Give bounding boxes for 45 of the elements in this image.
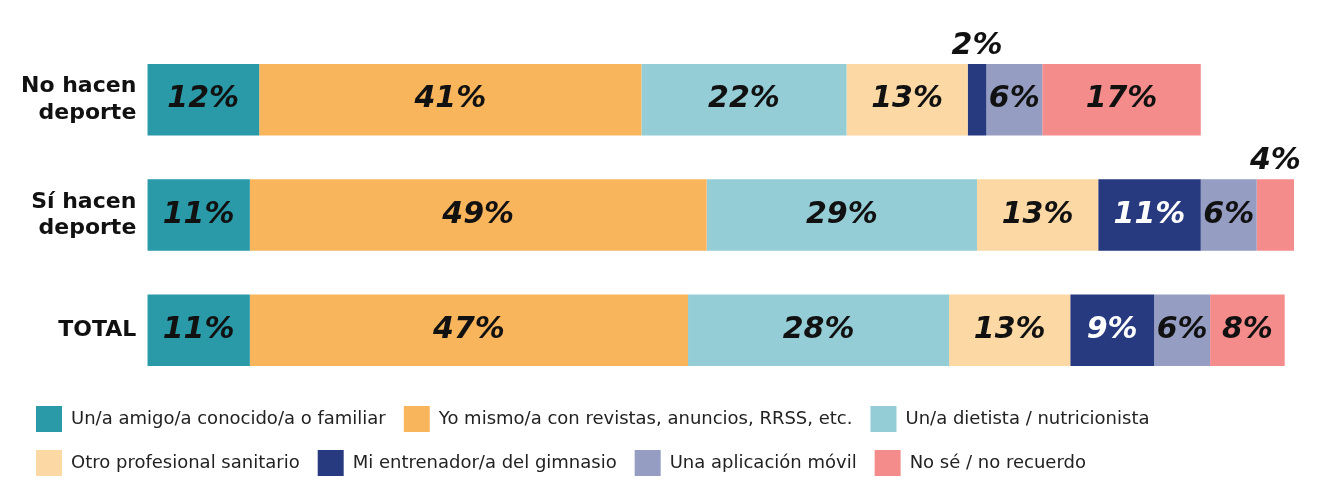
data-label: 13% bbox=[871, 79, 944, 115]
legend-label: No sé / no recuerdo bbox=[909, 450, 1086, 472]
data-label: 41% bbox=[413, 79, 487, 115]
data-label: 6% bbox=[1156, 310, 1208, 346]
data-label: 49% bbox=[441, 194, 515, 230]
bar bbox=[259, 63, 642, 136]
data-label: 17% bbox=[1085, 79, 1158, 115]
bar bbox=[706, 179, 978, 251]
bar bbox=[846, 63, 968, 136]
bar bbox=[967, 63, 987, 136]
y-tick-label: No hacen deporte bbox=[20, 72, 137, 124]
data-label: 4% bbox=[1248, 141, 1301, 177]
data-label: 6% bbox=[988, 79, 1040, 115]
legend-label: Un/a dietista / nutricionista bbox=[905, 406, 1150, 428]
legend-label: Mi entrenador/a del gimnasio bbox=[352, 450, 617, 472]
bar bbox=[1256, 179, 1294, 251]
bar bbox=[641, 63, 847, 136]
bar bbox=[249, 179, 707, 251]
data-label: 28% bbox=[782, 310, 855, 346]
data-label: 2% bbox=[951, 25, 1003, 61]
data-label: 11% bbox=[162, 194, 235, 230]
data-label: 13% bbox=[1001, 194, 1074, 230]
data-label: 22% bbox=[708, 79, 780, 115]
bar bbox=[977, 179, 1099, 251]
data-label: 9% bbox=[1086, 310, 1138, 346]
data-label: 47% bbox=[432, 310, 505, 346]
data-label: 13% bbox=[973, 310, 1046, 346]
data-label: 12% bbox=[167, 79, 240, 115]
data-label: 29% bbox=[805, 194, 878, 230]
bar bbox=[688, 294, 950, 367]
bar bbox=[1042, 63, 1201, 136]
bar bbox=[949, 294, 1071, 367]
bar bbox=[147, 179, 250, 251]
y-tick-label: Sí hacen deporte bbox=[31, 187, 137, 239]
legend-label: Un/a amigo/a conocido/a o familiar bbox=[71, 406, 387, 428]
data-label: 11% bbox=[162, 310, 235, 346]
bar bbox=[249, 294, 689, 367]
bar bbox=[1098, 179, 1201, 251]
legend-label: Una aplicación móvil bbox=[669, 450, 857, 472]
data-label: 11% bbox=[1113, 194, 1186, 230]
y-tick-label: TOTAL bbox=[58, 316, 137, 342]
data-label: 8% bbox=[1221, 310, 1273, 346]
data-label: 6% bbox=[1203, 194, 1255, 230]
legend-label: Otro profesional sanitario bbox=[71, 450, 300, 472]
legend-label: Yo mismo/a con revistas, anuncios, RRSS, etc. bbox=[437, 406, 853, 428]
